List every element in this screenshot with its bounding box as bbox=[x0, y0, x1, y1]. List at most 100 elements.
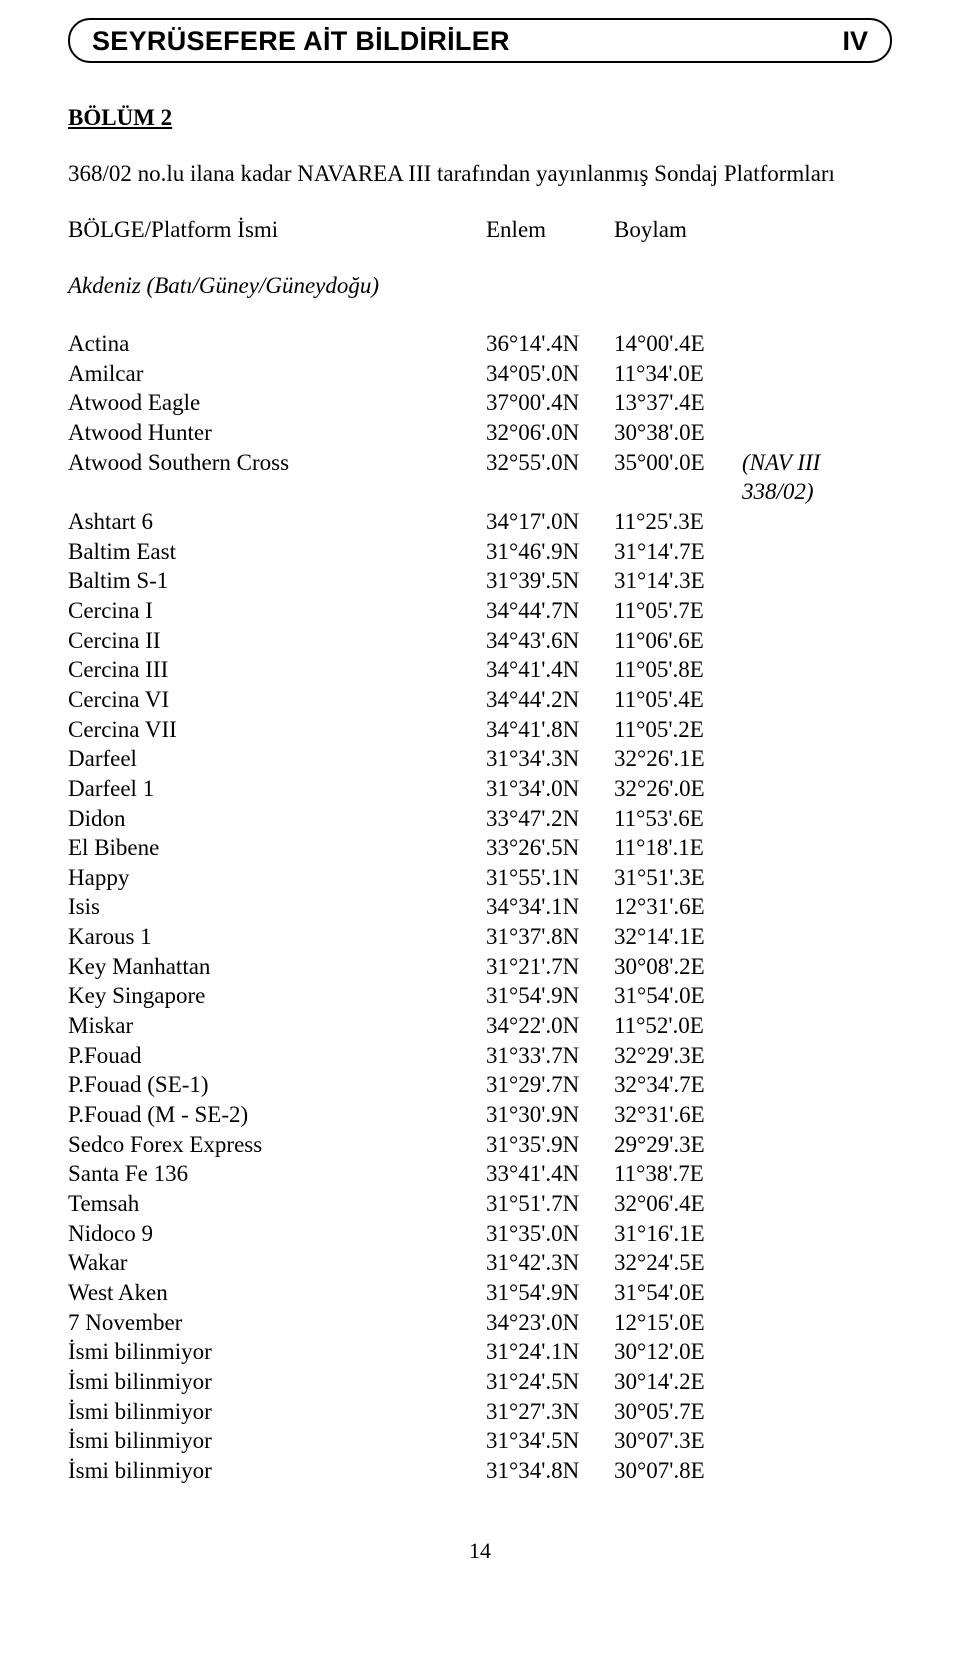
latitude: 31°29'.7N bbox=[486, 1070, 614, 1100]
latitude: 34°44'.2N bbox=[486, 685, 614, 715]
table-row: P.Fouad (SE-1)31°29'.7N32°34'.7E bbox=[68, 1070, 892, 1100]
table-row: Actina36°14'.4N14°00'.4E bbox=[68, 329, 892, 359]
longitude: 11°34'.0E bbox=[614, 359, 742, 389]
note bbox=[742, 804, 892, 834]
platform-name: Cercina II bbox=[68, 626, 486, 656]
platform-name: Darfeel 1 bbox=[68, 774, 486, 804]
latitude: 31°21'.7N bbox=[486, 952, 614, 982]
latitude: 33°26'.5N bbox=[486, 833, 614, 863]
platform-name: İsmi bilinmiyor bbox=[68, 1456, 486, 1486]
longitude: 31°54'.0E bbox=[614, 981, 742, 1011]
table-row: İsmi bilinmiyor31°34'.8N30°07'.8E bbox=[68, 1456, 892, 1486]
platform-name: Atwood Southern Cross bbox=[68, 448, 486, 507]
latitude: 34°43'.6N bbox=[486, 626, 614, 656]
col-header-lon: Boylam bbox=[614, 217, 742, 243]
longitude: 30°08'.2E bbox=[614, 952, 742, 982]
column-headers: BÖLGE/Platform İsmi Enlem Boylam bbox=[68, 217, 892, 243]
longitude: 32°26'.0E bbox=[614, 774, 742, 804]
table-row: İsmi bilinmiyor31°27'.3N30°05'.7E bbox=[68, 1397, 892, 1427]
table-row: Happy31°55'.1N31°51'.3E bbox=[68, 863, 892, 893]
note bbox=[742, 863, 892, 893]
latitude: 31°34'.0N bbox=[486, 774, 614, 804]
table-row: Santa Fe 13633°41'.4N11°38'.7E bbox=[68, 1159, 892, 1189]
platform-name: Key Manhattan bbox=[68, 952, 486, 982]
latitude: 31°27'.3N bbox=[486, 1397, 614, 1427]
table-row: West Aken31°54'.9N31°54'.0E bbox=[68, 1278, 892, 1308]
latitude: 31°54'.9N bbox=[486, 1278, 614, 1308]
platform-name: İsmi bilinmiyor bbox=[68, 1426, 486, 1456]
platform-name: West Aken bbox=[68, 1278, 486, 1308]
col-header-lat: Enlem bbox=[486, 217, 614, 243]
latitude: 31°34'.3N bbox=[486, 744, 614, 774]
longitude: 30°07'.3E bbox=[614, 1426, 742, 1456]
note bbox=[742, 833, 892, 863]
latitude: 31°34'.8N bbox=[486, 1456, 614, 1486]
latitude: 32°55'.0N bbox=[486, 448, 614, 507]
table-row: İsmi bilinmiyor31°24'.1N30°12'.0E bbox=[68, 1337, 892, 1367]
longitude: 11°05'.2E bbox=[614, 715, 742, 745]
platform-name: Temsah bbox=[68, 1189, 486, 1219]
longitude: 32°14'.1E bbox=[614, 922, 742, 952]
longitude: 30°05'.7E bbox=[614, 1397, 742, 1427]
latitude: 31°55'.1N bbox=[486, 863, 614, 893]
longitude: 31°16'.1E bbox=[614, 1219, 742, 1249]
platform-name: İsmi bilinmiyor bbox=[68, 1367, 486, 1397]
longitude: 14°00'.4E bbox=[614, 329, 742, 359]
table-row: P.Fouad (M - SE-2)31°30'.9N32°31'.6E bbox=[68, 1100, 892, 1130]
platform-name: Happy bbox=[68, 863, 486, 893]
table-row: İsmi bilinmiyor31°24'.5N30°14'.2E bbox=[68, 1367, 892, 1397]
longitude: 32°24'.5E bbox=[614, 1248, 742, 1278]
platform-name: Darfeel bbox=[68, 744, 486, 774]
table-row: Atwood Eagle37°00'.4N13°37'.4E bbox=[68, 388, 892, 418]
note bbox=[742, 744, 892, 774]
page-number: 14 bbox=[68, 1538, 892, 1564]
longitude: 31°51'.3E bbox=[614, 863, 742, 893]
platform-name: Nidoco 9 bbox=[68, 1219, 486, 1249]
longitude: 30°14'.2E bbox=[614, 1367, 742, 1397]
table-row: Atwood Southern Cross32°55'.0N35°00'.0E(… bbox=[68, 448, 892, 507]
intro-text: 368/02 no.lu ilana kadar NAVAREA III tar… bbox=[68, 161, 892, 187]
longitude: 12°15'.0E bbox=[614, 1308, 742, 1338]
longitude: 11°18'.1E bbox=[614, 833, 742, 863]
latitude: 34°05'.0N bbox=[486, 359, 614, 389]
latitude: 33°41'.4N bbox=[486, 1159, 614, 1189]
longitude: 35°00'.0E bbox=[614, 448, 742, 507]
platform-name: Karous 1 bbox=[68, 922, 486, 952]
platform-name: Ashtart 6 bbox=[68, 507, 486, 537]
note bbox=[742, 1456, 892, 1486]
latitude: 31°51'.7N bbox=[486, 1189, 614, 1219]
longitude: 32°31'.6E bbox=[614, 1100, 742, 1130]
header-bar: SEYRÜSEFERE AİT BİLDİRİLER IV bbox=[68, 18, 892, 63]
table-row: Isis34°34'.1N12°31'.6E bbox=[68, 892, 892, 922]
note bbox=[742, 1130, 892, 1160]
longitude: 11°05'.8E bbox=[614, 655, 742, 685]
note bbox=[742, 892, 892, 922]
longitude: 13°37'.4E bbox=[614, 388, 742, 418]
note bbox=[742, 1100, 892, 1130]
latitude: 31°37'.8N bbox=[486, 922, 614, 952]
note bbox=[742, 566, 892, 596]
longitude: 11°06'.6E bbox=[614, 626, 742, 656]
table-row: Temsah31°51'.7N32°06'.4E bbox=[68, 1189, 892, 1219]
latitude: 31°24'.1N bbox=[486, 1337, 614, 1367]
longitude: 32°34'.7E bbox=[614, 1070, 742, 1100]
longitude: 31°14'.7E bbox=[614, 537, 742, 567]
platform-name: Miskar bbox=[68, 1011, 486, 1041]
note bbox=[742, 388, 892, 418]
latitude: 34°22'.0N bbox=[486, 1011, 614, 1041]
note bbox=[742, 329, 892, 359]
table-row: Key Singapore31°54'.9N31°54'.0E bbox=[68, 981, 892, 1011]
note bbox=[742, 981, 892, 1011]
platform-name: Atwood Hunter bbox=[68, 418, 486, 448]
platform-name: Santa Fe 136 bbox=[68, 1159, 486, 1189]
latitude: 31°34'.5N bbox=[486, 1426, 614, 1456]
table-row: Darfeel31°34'.3N32°26'.1E bbox=[68, 744, 892, 774]
longitude: 11°53'.6E bbox=[614, 804, 742, 834]
table-row: Cercina I34°44'.7N11°05'.7E bbox=[68, 596, 892, 626]
note: (NAV III 338/02) bbox=[742, 448, 892, 507]
table-row: Baltim East31°46'.9N31°14'.7E bbox=[68, 537, 892, 567]
note bbox=[742, 1189, 892, 1219]
table-row: Cercina III34°41'.4N11°05'.8E bbox=[68, 655, 892, 685]
table-row: İsmi bilinmiyor31°34'.5N30°07'.3E bbox=[68, 1426, 892, 1456]
latitude: 34°41'.8N bbox=[486, 715, 614, 745]
